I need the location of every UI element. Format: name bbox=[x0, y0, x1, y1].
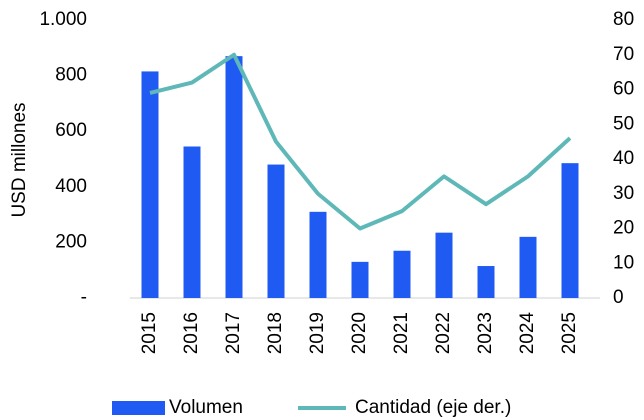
bar bbox=[477, 266, 495, 298]
y-tick-label: 800 bbox=[55, 65, 87, 86]
y2-tick-label: 60 bbox=[613, 79, 634, 100]
x-tick-label: 2016 bbox=[181, 312, 202, 354]
y-tick-label: 400 bbox=[55, 176, 87, 197]
x-tick-label: 2019 bbox=[307, 312, 328, 354]
bar bbox=[435, 232, 453, 298]
bar bbox=[267, 164, 285, 298]
x-tick-label: 2025 bbox=[559, 312, 580, 354]
line bbox=[149, 52, 572, 231]
y2-tick-label: 30 bbox=[613, 183, 634, 204]
y2-tick-label: 50 bbox=[613, 113, 634, 134]
bar bbox=[519, 236, 537, 298]
y-tick-label: - bbox=[81, 287, 87, 308]
x-tick-label: 2024 bbox=[517, 312, 538, 355]
x-tick-label: 2021 bbox=[391, 312, 412, 354]
y2-tick-label: 70 bbox=[613, 44, 634, 65]
bar bbox=[309, 211, 327, 298]
bar bbox=[393, 250, 411, 298]
y2-tick-label: 20 bbox=[613, 218, 634, 239]
x-tick-label: 2023 bbox=[475, 312, 496, 354]
y2-tick-label: 40 bbox=[613, 148, 634, 169]
x-tick-label: 2015 bbox=[139, 312, 160, 354]
bar bbox=[183, 146, 201, 298]
y-tick-label: 200 bbox=[55, 231, 87, 252]
x-tick-label: 2017 bbox=[223, 312, 244, 354]
legend-swatch bbox=[112, 401, 165, 415]
x-tick-label: 2020 bbox=[349, 312, 370, 354]
y-tick-label: 1.000 bbox=[39, 9, 87, 30]
y2-tick-label: 80 bbox=[613, 9, 634, 30]
legend-label: Volumen bbox=[169, 397, 243, 418]
bar bbox=[561, 163, 579, 298]
y-axis-label: USD millones bbox=[9, 102, 30, 217]
bar bbox=[141, 71, 159, 299]
y2-tick-label: 10 bbox=[613, 252, 634, 273]
legend-label: Cantidad (eje der.) bbox=[355, 397, 511, 418]
bar bbox=[225, 56, 243, 298]
y2-tick-label: 0 bbox=[613, 287, 624, 308]
x-tick-label: 2022 bbox=[433, 312, 454, 354]
x-tick-label: 2018 bbox=[265, 312, 286, 354]
bar bbox=[351, 261, 369, 298]
y-tick-label: 600 bbox=[55, 120, 87, 141]
